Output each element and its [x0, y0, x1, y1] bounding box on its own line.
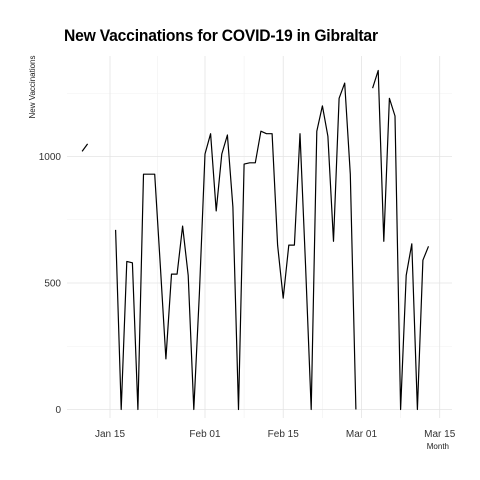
x-tick-label: Feb 01 [189, 429, 221, 440]
series-line-segment [372, 69, 430, 411]
y-tick-label: 1000 [39, 152, 62, 163]
major-gridlines [67, 56, 452, 418]
x-axis-ticks: Jan 15 Feb 01 Feb 15 Mar 01 Mar 15 [95, 429, 456, 440]
series-line-segment [115, 82, 357, 411]
series-group [81, 69, 430, 411]
y-tick-label: 500 [44, 279, 61, 290]
chart-title: New Vaccinations for COVID-19 in Gibralt… [64, 26, 378, 45]
x-tick-label: Feb 15 [268, 429, 300, 440]
minor-gridlines [67, 56, 452, 418]
x-tick-label: Mar 15 [424, 429, 456, 440]
x-tick-label: Jan 15 [95, 429, 125, 440]
x-axis-label: Month [427, 442, 449, 451]
x-tick-label: Mar 01 [346, 429, 378, 440]
y-axis-ticks: 0 500 1000 [39, 152, 62, 416]
y-tick-label: 0 [55, 405, 61, 416]
y-axis-label: New Vaccinations [28, 56, 37, 119]
series-line-segment [81, 143, 89, 152]
